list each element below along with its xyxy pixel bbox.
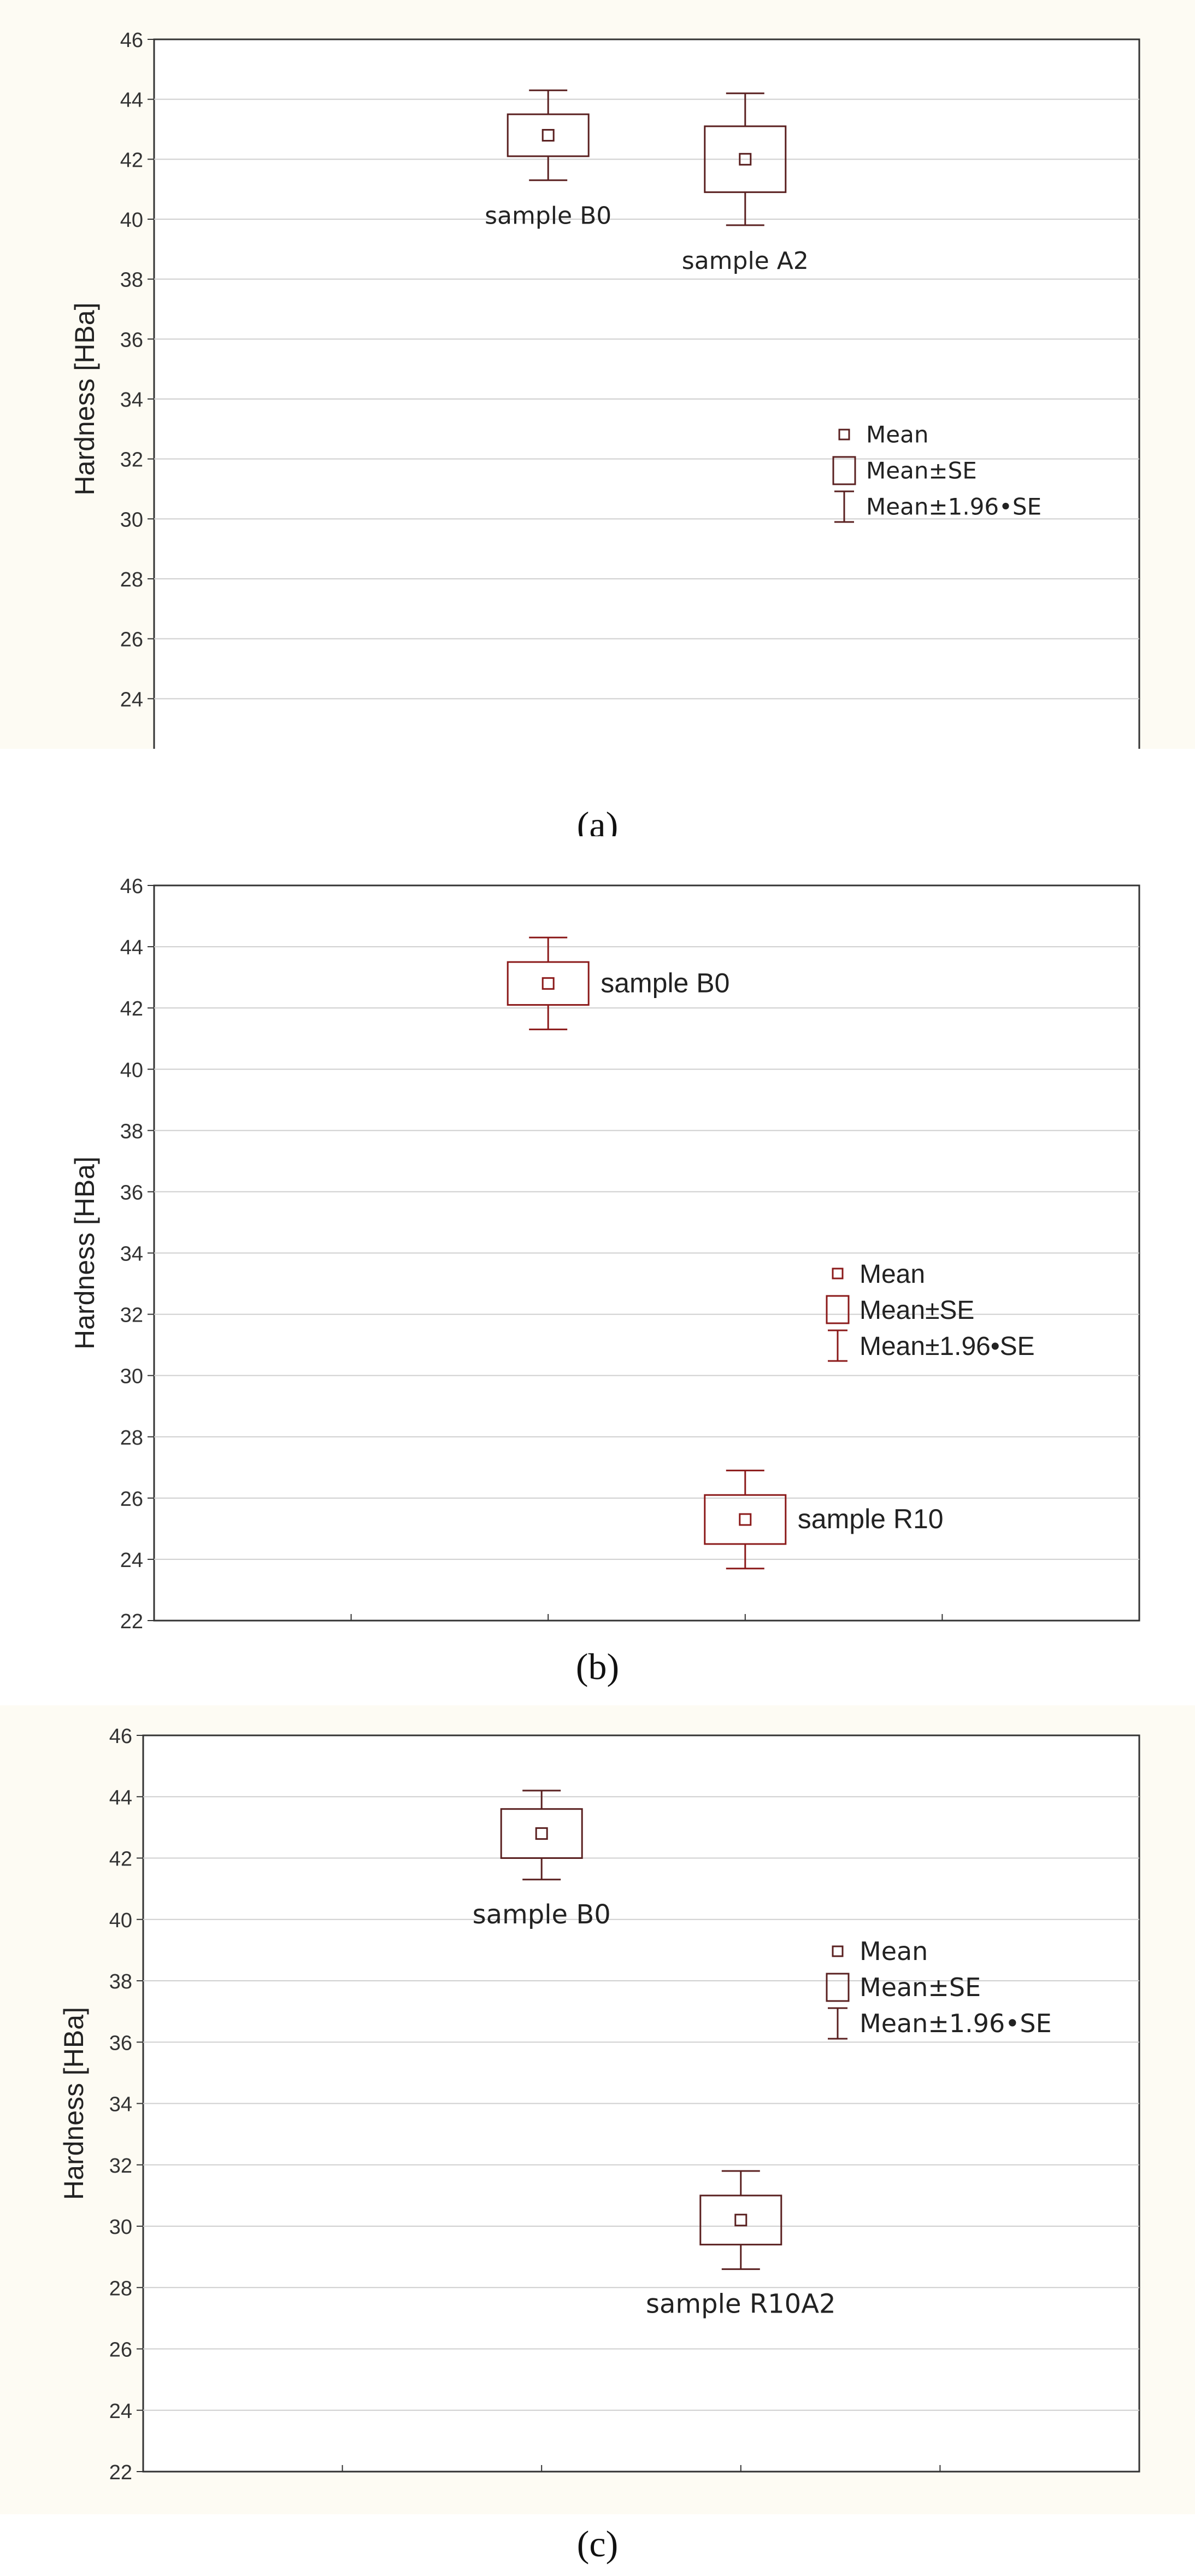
y-tick-label: 36 [109, 2032, 132, 2055]
y-tick-label: 38 [120, 1120, 143, 1143]
y-axis-label: Hardness [HBa] [69, 303, 100, 496]
y-tick-label: 44 [120, 936, 143, 959]
se-box [704, 1494, 787, 1545]
y-tick-label: 26 [120, 629, 143, 652]
y-tick-label: 28 [120, 1427, 143, 1450]
se-box [704, 125, 787, 193]
y-tick-label: 44 [109, 1786, 132, 1809]
chart-panel-a: 22 24 26 28 30 32 34 36 38 40 42 44 46 Hardness [HBa]… [0, 0, 1195, 749]
y-tick-label: 46 [120, 875, 143, 898]
legend-mean-symbol [832, 1268, 844, 1280]
chart-b-svg: 22 24 26 28 30 32 34 36 38 40 42 44 46 Hardness [HBa]… [69, 875, 1140, 1633]
y-tick-label: 46 [120, 29, 143, 52]
y-tick-label: 28 [120, 568, 143, 591]
legend-entry: Mean±SE [860, 1296, 974, 1325]
legend-entry: Mean±1.96•SE [860, 2009, 1052, 2038]
legend-entry: Mean [860, 1260, 925, 1289]
y-tick-label: 24 [109, 2400, 132, 2423]
y-tick-label: 40 [120, 1059, 143, 1082]
legend-entry: Mean [866, 421, 928, 448]
y-tick-label: 24 [120, 688, 143, 711]
series-label: sample B0 [601, 967, 729, 998]
panel-label-b: (b) [575, 1646, 620, 1687]
mean-marker [734, 2214, 747, 2227]
legend-entry: Mean±SE [860, 1973, 981, 2002]
legend-se-symbol [832, 456, 856, 485]
y-tick-label: 42 [120, 149, 143, 172]
y-tick-label: 32 [120, 449, 143, 472]
y-tick-label: 26 [109, 2339, 132, 2362]
chart-panel-c: 22 24 26 28 30 32 34 36 38 40 42 44 46 Hardness [HBa]… [0, 1705, 1195, 2514]
se-box [507, 113, 590, 157]
chart-c-svg: 22 24 26 28 30 32 34 36 38 40 42 44 46 Hardness [HBa]… [58, 1725, 1140, 2484]
y-tick-label: 30 [120, 508, 143, 531]
y-tick-label: 42 [109, 1848, 132, 1871]
legend-entry: Mean±1.96•SE [866, 494, 1041, 520]
legend-mean-symbol [832, 1945, 844, 1957]
series-label: sample R10A2 [646, 2289, 836, 2320]
y-tick-label: 30 [109, 2216, 132, 2239]
plot-area [153, 38, 1140, 749]
series-label: sample B0 [485, 202, 611, 230]
y-tick-label: 34 [120, 389, 143, 412]
legend-se-symbol [826, 1973, 850, 2002]
series-label: sample A2 [682, 247, 809, 275]
mean-marker [535, 1827, 548, 1840]
series-label: sample B0 [473, 1899, 611, 1930]
y-tick-label: 36 [120, 328, 143, 351]
chart-a-svg: 22 24 26 28 30 32 34 36 38 40 42 44 46 Hardness [HBa]… [69, 29, 1140, 749]
chart-panel-b: 22 24 26 28 30 32 34 36 38 40 42 44 46 Hardness [HBa]… [0, 836, 1195, 1634]
panel-label-c: (c) [576, 2523, 619, 2565]
mean-marker [541, 977, 555, 990]
y-tick-label: 40 [109, 1909, 132, 1932]
legend: Mean Mean±SE Mean±1.96•SE [826, 1937, 1052, 2040]
y-tick-label: 44 [120, 89, 143, 112]
y-tick-label: 22 [120, 748, 143, 749]
y-axis-label: Hardness [HBa] [58, 2007, 89, 2200]
y-tick-label: 28 [109, 2277, 132, 2300]
y-tick-label: 26 [120, 1488, 143, 1511]
y-tick-label: 36 [120, 1181, 143, 1204]
legend-entry: Mean [860, 1937, 928, 1966]
se-box [699, 2194, 782, 2246]
y-tick-label: 46 [109, 1725, 132, 1748]
y-tick-label: 34 [109, 2093, 132, 2116]
y-tick-label: 32 [120, 1304, 143, 1327]
legend-se-symbol [826, 1295, 850, 1324]
legend: Mean Mean±SE Mean±1.96•SE [826, 1260, 1035, 1362]
mean-marker [739, 152, 752, 166]
y-tick-label: 38 [109, 1970, 132, 1993]
legend-entry: Mean±SE [866, 457, 977, 484]
legend-mean-symbol [838, 429, 850, 441]
mean-marker [739, 1513, 752, 1526]
y-tick-label: 24 [120, 1549, 143, 1572]
y-tick-label: 30 [120, 1365, 143, 1388]
series-label: sample R10 [798, 1504, 944, 1534]
se-box [507, 961, 590, 1006]
y-axis-label: Hardness [HBa] [69, 1157, 100, 1349]
y-tick-label: 42 [120, 997, 143, 1020]
legend: Mean Mean±SE Mean±1.96•SE [832, 421, 1041, 523]
y-tick-label: 34 [120, 1243, 143, 1266]
legend-entry: Mean±1.96•SE [860, 1332, 1035, 1361]
y-tick-label: 38 [120, 269, 143, 292]
y-tick-label: 22 [120, 1610, 143, 1633]
mean-marker [541, 128, 555, 142]
y-tick-label: 22 [109, 2461, 132, 2484]
y-tick-label: 32 [109, 2155, 132, 2178]
se-box [500, 1808, 583, 1859]
y-tick-label: 40 [120, 209, 143, 232]
